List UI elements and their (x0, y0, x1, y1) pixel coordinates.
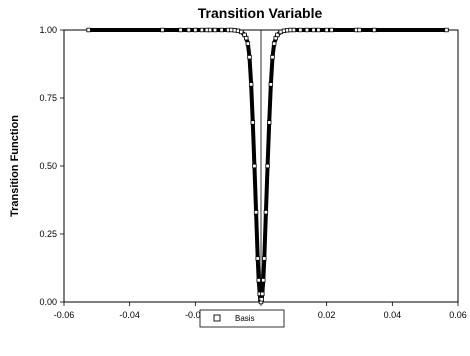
y-tick-label: 0.00 (39, 297, 57, 307)
data-point (239, 29, 244, 35)
data-point (244, 35, 249, 41)
data-point (311, 27, 316, 33)
data-point (193, 27, 198, 33)
x-tick-label: -0.06 (54, 310, 75, 320)
x-tick-label: 0.04 (384, 310, 402, 320)
data-point (329, 27, 334, 33)
chart-title: Transition Variable (198, 5, 323, 21)
data-point (357, 27, 362, 33)
legend-box (199, 309, 285, 328)
data-point (253, 210, 259, 215)
data-point (199, 27, 205, 33)
data-point (263, 210, 269, 215)
x-tick-label: -0.02 (185, 310, 206, 320)
data-point (248, 82, 254, 87)
data-point (271, 41, 277, 46)
data-point (219, 27, 224, 33)
legend-label-basis: Basis (235, 314, 255, 323)
data-point (247, 55, 252, 60)
data-point (261, 278, 266, 283)
data-point (252, 163, 257, 169)
data-point (207, 27, 213, 33)
x-tick-label: 0.02 (318, 310, 336, 320)
y-axis: 0.00 0.25 0.50 0.75 1.00 (39, 25, 64, 307)
y-tick-label: 0.25 (39, 229, 57, 239)
data-point (270, 55, 275, 60)
data-point (268, 82, 274, 87)
data-point (255, 256, 260, 261)
y-tick-label: 0.50 (39, 161, 57, 171)
data-point (245, 41, 251, 46)
y-tick-label: 0.75 (39, 93, 57, 103)
data-point (291, 27, 297, 33)
data-point (212, 27, 218, 33)
data-point (267, 120, 272, 125)
data-point (324, 27, 329, 33)
data-point (304, 27, 310, 33)
data-point (298, 27, 303, 33)
data-point (256, 278, 261, 283)
data-point (372, 27, 377, 33)
data-point (262, 256, 267, 261)
data-point (444, 27, 449, 33)
data-point (250, 120, 255, 125)
data-point (259, 297, 264, 302)
data-point (178, 27, 183, 33)
legend-marker-square-icon (213, 314, 221, 322)
data-point (275, 32, 280, 38)
y-axis-title: Transition Function (9, 115, 21, 217)
x-tick-label: -0.04 (119, 310, 140, 320)
data-point (265, 163, 270, 169)
data-point (186, 27, 191, 33)
y-tick-label: 1.00 (39, 25, 57, 35)
x-tick-label: 0.06 (449, 310, 467, 320)
legend: Basis (199, 309, 285, 328)
data-point (86, 27, 91, 33)
data-point (260, 291, 265, 297)
data-point (316, 27, 321, 33)
series-basis (86, 27, 449, 305)
data-point (160, 27, 165, 33)
